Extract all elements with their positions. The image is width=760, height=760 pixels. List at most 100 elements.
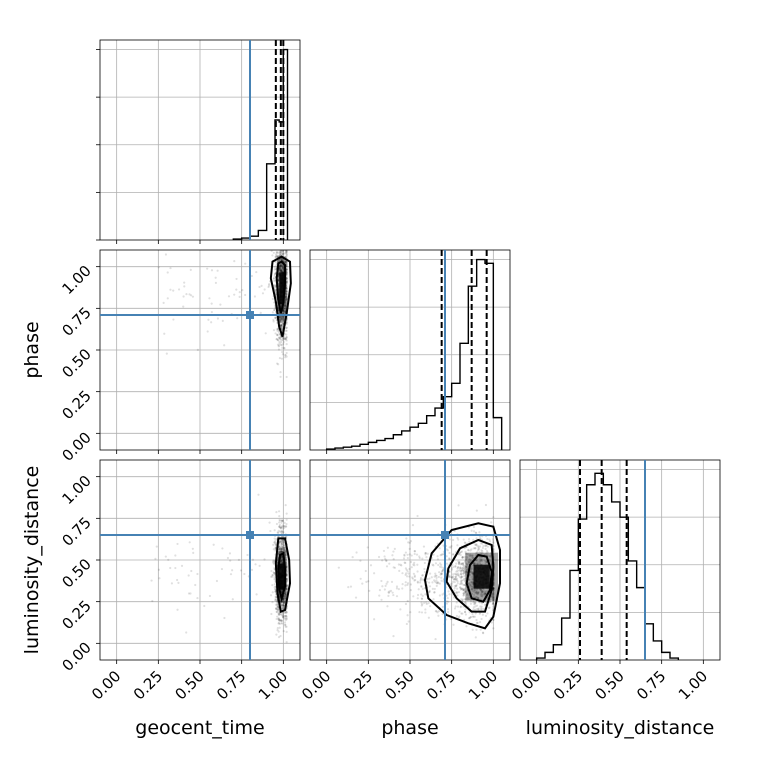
scatter-point [285,579,288,582]
scatter-point [476,596,480,600]
scatter-point [279,264,282,268]
panel-luminosity_distance-vs-phase [309,459,511,664]
scatter-point [272,233,274,235]
scatter-point [477,545,480,548]
scatter-point [486,554,489,557]
scatter-point [285,335,288,339]
scatter-point [276,343,280,346]
scatter-point [283,548,286,552]
scatter-point [418,555,421,558]
scatter-point [277,337,281,340]
scatter-point [274,599,277,602]
scatter-point [479,593,482,596]
scatter-point [424,593,427,596]
scatter-point [448,551,451,555]
scatter-point [283,525,286,528]
scatter-point [463,565,466,568]
scatter-point [285,579,288,582]
scatter-point [388,562,391,565]
scatter-point [278,542,281,545]
scatter-point [462,563,465,566]
scatter-point [378,589,382,592]
scatter-point [454,605,457,608]
scatter-point [482,592,486,595]
scatter-point [464,590,467,594]
scatter-point [279,321,282,324]
scatter-point [276,333,279,337]
scatter-point [284,556,287,559]
scatter-point [463,583,466,587]
scatter-point [435,584,438,587]
scatter-point [285,302,288,305]
scatter-point [482,588,485,591]
scatter-point [285,277,288,280]
scatter-point [448,574,451,577]
scatter-point [456,605,460,608]
scatter-point [472,601,475,604]
scatter-point [284,503,287,507]
scatter-point [285,297,288,300]
scatter-point [279,254,282,257]
scatter-point [481,602,484,605]
scatter-point [283,611,287,615]
scatter-point [285,333,288,336]
scatter-point [471,572,474,575]
scatter-point [285,281,288,284]
scatter-point [210,310,213,314]
scatter-point [281,615,285,618]
scatter-point [279,319,283,322]
scatter-point [275,338,278,341]
scatter-point [283,601,286,604]
scatter-point [273,583,276,586]
scatter-point [285,577,288,580]
scatter-point [280,604,283,608]
scatter-point [285,615,288,618]
scatter-point [281,317,284,321]
scatter-point [285,610,288,614]
scatter-point [285,512,288,515]
scatter-point [273,541,276,544]
scatter-point [285,279,288,282]
y-tick-label-luminosity_distance: 0.75 [58,513,94,549]
scatter-point [477,590,480,594]
scatter-point [284,246,286,248]
scatter-point [259,311,262,314]
scatter-point [284,593,288,597]
scatter-point [468,561,471,564]
scatter-point [488,600,491,603]
scatter-point [447,590,450,593]
scatter-point [278,317,282,320]
scatter-point [459,570,463,573]
scatter-point [285,588,288,591]
scatter-point [424,611,427,614]
scatter-point [285,586,288,589]
scatter-point [472,590,475,593]
scatter-point [285,290,288,293]
scatter-point [492,598,495,602]
scatter-point [427,616,430,619]
scatter-point [285,264,288,267]
scatter-point [435,610,438,613]
scatter-point [281,540,284,543]
scatter-point [208,594,212,598]
scatter-point [482,607,485,611]
scatter-point [462,592,465,595]
scatter-point [468,560,471,563]
scatter-point [276,333,279,336]
scatter-point [155,545,158,548]
scatter-point [285,297,288,300]
scatter-point [279,265,282,268]
scatter-point [238,291,241,294]
scatter-point [241,289,244,292]
scatter-point [471,556,474,559]
scatter-point [285,522,288,526]
scatter-point [492,618,495,622]
scatter-point [158,577,161,580]
scatter-point [408,541,411,544]
scatter-point [354,596,358,599]
scatter-point [479,594,483,598]
scatter-point [484,592,487,595]
scatter-point [281,353,285,356]
scatter-point [481,593,484,596]
scatter-point [401,583,404,586]
